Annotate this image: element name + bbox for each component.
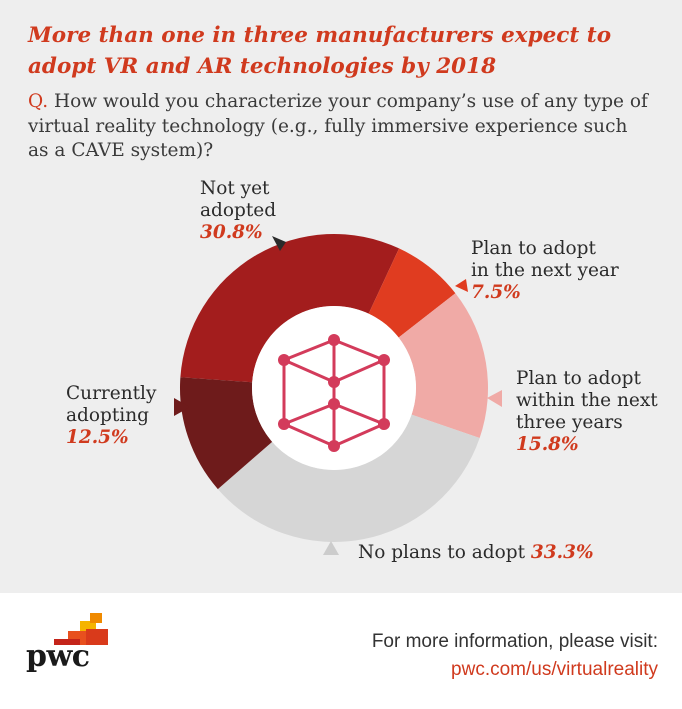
question-text: How would you characterize your company’… bbox=[28, 91, 648, 161]
label-next-year-line1: Plan to adopt bbox=[471, 238, 596, 259]
pwc-logo-text: pwc bbox=[26, 639, 90, 674]
pwc-logo-mark bbox=[54, 613, 108, 645]
more-info-text: For more information, please visit: bbox=[371, 631, 658, 652]
label-next-year-line2: in the next year bbox=[471, 260, 619, 281]
pct-currently-adopting: 12.5% bbox=[66, 427, 129, 448]
question-prefix: Q. bbox=[28, 91, 49, 112]
donut-slice-no-plans bbox=[217, 414, 480, 543]
pct-plan-next-year: 7.5% bbox=[471, 282, 521, 303]
no-plans-pointer bbox=[323, 541, 339, 555]
footer: pwc For more information, please visit: … bbox=[0, 593, 682, 709]
donut-chart bbox=[174, 233, 502, 555]
vr-cube-nodes bbox=[278, 334, 390, 452]
donut-slice-plan-three-years bbox=[398, 293, 488, 439]
label-not-yet-adopted: Not yet adopted 30.8% bbox=[200, 178, 276, 244]
donut-slice-plan-next-year bbox=[368, 248, 456, 338]
currently-pointer bbox=[174, 398, 190, 416]
label-currently-line2: adopting bbox=[66, 405, 149, 426]
label-not-yet-line1: Not yet bbox=[200, 178, 270, 199]
more-info-link[interactable]: pwc.com/us/virtualreality bbox=[451, 659, 658, 680]
label-currently-line1: Currently bbox=[66, 383, 157, 404]
label-three-years-line3: three years bbox=[516, 412, 623, 433]
vr-cube-icon bbox=[282, 338, 386, 448]
chart-title: More than one in three manufacturers exp… bbox=[28, 23, 612, 79]
label-plan-next-year: Plan to adopt in the next year 7.5% bbox=[471, 238, 619, 304]
pct-not-yet-adopted: 30.8% bbox=[200, 222, 263, 243]
label-plan-three-years: Plan to adopt within the next three year… bbox=[516, 368, 658, 456]
next-year-pointer bbox=[455, 279, 468, 292]
label-three-years-line1: Plan to adopt bbox=[516, 368, 641, 389]
label-currently-adopting: Currently adopting 12.5% bbox=[66, 383, 156, 449]
pct-no-plans: 33.3% bbox=[530, 542, 594, 563]
label-not-yet-line2: adopted bbox=[200, 200, 277, 221]
three-years-pointer bbox=[487, 390, 502, 407]
donut-slice-currently-adopting bbox=[180, 377, 273, 490]
pct-plan-three-years: 15.8% bbox=[516, 434, 579, 455]
survey-question: Q. How would you characterize your compa… bbox=[28, 90, 648, 164]
not-yet-pointer bbox=[272, 236, 286, 251]
donut-slices bbox=[180, 233, 488, 543]
label-no-plans: No plans to adopt 33.3% bbox=[358, 542, 594, 564]
label-three-years-line2: within the next bbox=[516, 390, 658, 411]
label-no-plans-text: No plans to adopt bbox=[358, 542, 526, 563]
donut-slice-not-yet-adopted bbox=[180, 233, 400, 383]
